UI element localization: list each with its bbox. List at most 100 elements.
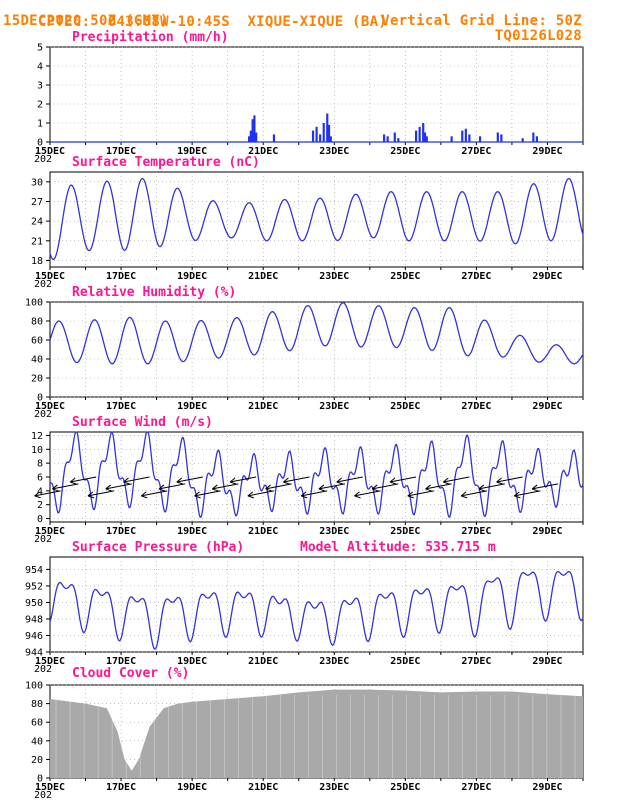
- precip-bar-29: [521, 138, 524, 142]
- wind-arrow-head-8: [176, 477, 183, 485]
- precip-bar-26: [478, 136, 482, 142]
- ytick-label-1: 21: [31, 236, 43, 247]
- wind-arrow-13: [265, 483, 292, 490]
- xtick-label-4-0: 15DEC: [35, 656, 65, 667]
- precip-bar-14: [386, 136, 389, 142]
- wind-arrow-head-0: [34, 491, 41, 499]
- panel-frame-3: [49, 431, 584, 523]
- xtick-label-4-4: 23DEC: [319, 656, 349, 667]
- xtick-label-1-2: 19DEC: [177, 271, 207, 282]
- xtick-label-0-1: 17DEC: [106, 146, 136, 157]
- xtick-label-2-7: 29DEC: [532, 401, 562, 412]
- panel-title-3: Surface Wind (m/s): [72, 415, 213, 430]
- wind-arrow-1: [52, 483, 79, 490]
- wind-arrow-11: [229, 476, 257, 483]
- xtick-label-2-5: 25DEC: [390, 401, 420, 412]
- xtick-label-5-1: 17DEC: [106, 782, 136, 793]
- wind-arrow-head-3: [87, 491, 95, 499]
- wind-arrow-head-4: [105, 484, 112, 492]
- xtick-label-5-4: 23DEC: [319, 782, 349, 793]
- series-line-3: [49, 431, 584, 518]
- wind-arrow-24: [460, 490, 488, 497]
- xtick-label-3-0: 15DEC: [35, 526, 65, 537]
- precip-bar-27: [496, 132, 499, 142]
- wind-arrow-0: [34, 490, 61, 497]
- panel-frame-1: [49, 171, 584, 268]
- panel-annotation-4: Model Altitude: 535.715 m: [300, 540, 496, 555]
- xtick-label-0-2: 19DEC: [177, 146, 207, 157]
- xtick-label-2-6: 27DEC: [461, 401, 491, 412]
- precip-bar-28: [500, 134, 503, 142]
- wind-arrow-head-22: [425, 484, 432, 492]
- wind-arrow-head-12: [247, 491, 255, 499]
- wind-arrow-head-24: [460, 491, 468, 499]
- ytick-label-0: 4: [37, 62, 43, 73]
- xtick-label-0-7: 29DEC: [532, 146, 562, 157]
- xtick-label-2-0: 15DEC: [35, 401, 65, 412]
- ytick-label-4: 954: [25, 565, 43, 576]
- wind-arrow-head-18: [354, 491, 361, 499]
- ytick-label-5: 80: [31, 699, 43, 710]
- precip-bar-0: [247, 136, 251, 142]
- wind-arrow-14: [283, 476, 310, 483]
- wind-arrow-27: [514, 490, 541, 497]
- ytick-label-2: 80: [31, 317, 43, 328]
- wind-arrow-16: [318, 483, 346, 490]
- ytick-label-4: 950: [25, 598, 43, 609]
- ytick-label-0: 5: [37, 43, 43, 54]
- xtick-label-5-5: 25DEC: [390, 782, 420, 793]
- panel-title-5: Cloud Cover (%): [72, 666, 189, 681]
- x-year-fragment-4: 202: [34, 664, 52, 675]
- wind-arrow-10: [212, 483, 239, 490]
- cloud-area: [50, 689, 583, 778]
- header-agency: CPTEC: 043:08W-10:45S XIQUE-XIQUE (BA): [3, 0, 387, 46]
- xtick-label-5-0: 15DEC: [35, 782, 65, 793]
- ytick-label-3: 2: [37, 500, 43, 511]
- ytick-label-0: 2: [37, 100, 43, 111]
- coords-label: 043:08W-10:45S: [107, 14, 230, 30]
- ytick-label-5: 40: [31, 736, 43, 747]
- precip-bar-20: [423, 132, 427, 142]
- wind-arrow-12: [247, 490, 274, 497]
- wind-arrow-head-2: [69, 477, 77, 485]
- precip-bar-4: [255, 132, 258, 142]
- wind-arrow-7: [158, 483, 186, 490]
- series-line-1: [49, 177, 584, 261]
- wind-arrow-25: [478, 483, 505, 490]
- ytick-label-3: 12: [31, 431, 43, 442]
- panel-title-4: Surface Pressure (hPa): [72, 540, 244, 555]
- ytick-label-2: 40: [31, 355, 43, 366]
- xtick-label-1-0: 15DEC: [35, 271, 65, 282]
- x-year-fragment-2: 202: [34, 409, 52, 420]
- xtick-label-3-7: 29DEC: [532, 526, 562, 537]
- precip-bar-13: [383, 134, 386, 142]
- xtick-label-4-3: 21DEC: [248, 656, 278, 667]
- wind-arrow-head-14: [283, 477, 290, 485]
- wind-arrow-head-27: [514, 491, 521, 499]
- xtick-label-0-4: 23DEC: [319, 146, 349, 157]
- wind-arrow-head-21: [407, 491, 414, 499]
- precip-bar-19: [422, 123, 425, 142]
- ytick-label-1: 27: [31, 197, 43, 208]
- precip-bar-9: [322, 123, 325, 142]
- ytick-label-4: 944: [25, 648, 43, 659]
- wind-arrow-23: [443, 476, 470, 483]
- precip-bar-17: [414, 130, 418, 142]
- x-year-fragment-5: 202: [34, 790, 52, 800]
- precip-bar-8: [319, 134, 322, 142]
- wind-arrow-head-11: [229, 477, 237, 485]
- wind-arrow-18: [354, 490, 381, 497]
- ytick-label-4: 952: [25, 581, 43, 592]
- ytick-label-3: 10: [31, 445, 43, 456]
- xtick-label-2-1: 17DEC: [106, 401, 136, 412]
- precip-bar-11: [327, 124, 331, 142]
- header-code: TQ0126L028: [494, 28, 582, 44]
- xtick-label-4-2: 19DEC: [177, 656, 207, 667]
- wind-arrow-head-5: [123, 477, 130, 485]
- wind-arrow-head-19: [371, 484, 379, 492]
- wind-arrow-head-28: [531, 484, 539, 492]
- xtick-label-5-6: 27DEC: [461, 782, 491, 793]
- xtick-label-3-6: 27DEC: [461, 526, 491, 537]
- precip-bar-3: [253, 115, 256, 142]
